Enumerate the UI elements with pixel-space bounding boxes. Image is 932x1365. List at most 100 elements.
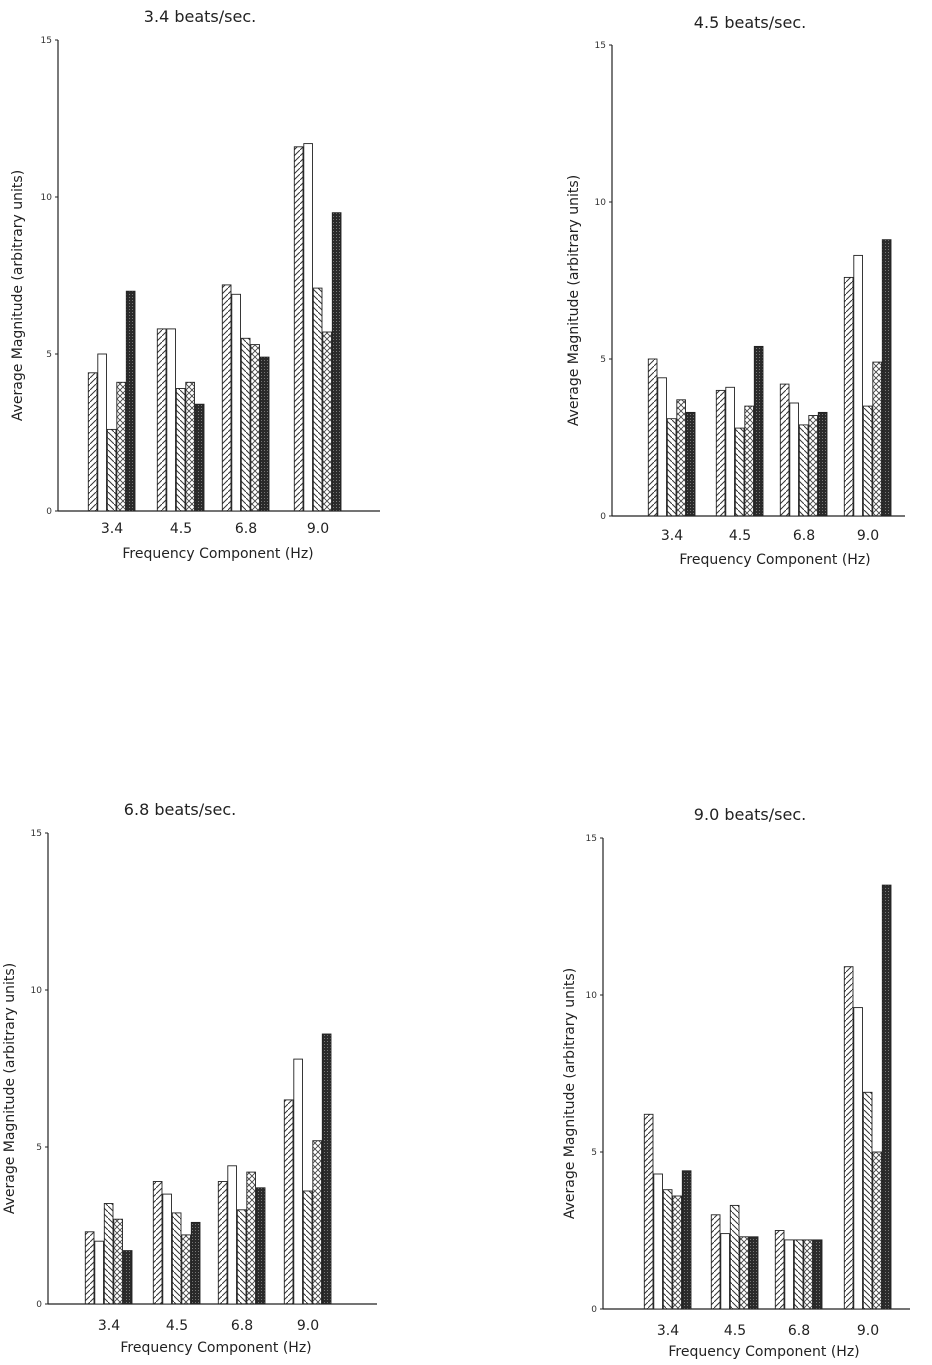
bar-4.5-series-4: [739, 1236, 749, 1310]
bar-3.4-series-1: [87, 372, 98, 512]
bar-6.8-series-5: [255, 1187, 266, 1305]
bar-4.5-series-2: [162, 1193, 172, 1305]
bar-4.5-series-5: [194, 403, 205, 512]
y-tick-label: 0: [36, 1300, 42, 1310]
bar-9.0-series-2: [853, 1007, 863, 1310]
bar-9.0-series-1: [843, 966, 854, 1310]
y-tick-label: 15: [586, 834, 597, 844]
bar-6.8-series-1: [217, 1181, 228, 1305]
x-axis-label: Frequency Component (Hz): [679, 552, 870, 568]
y-tick-label: 5: [591, 1148, 597, 1158]
x-tick-label: 9.0: [857, 1323, 879, 1339]
bar-6.8-series-4: [250, 344, 260, 512]
bar-6.8-series-4: [803, 1239, 813, 1310]
x-tick-label: 4.5: [166, 1318, 188, 1334]
chart-panel-2: 4.5 beats/sec. 0 5 10 15 Average Magnitude (a…: [566, 13, 905, 568]
bar-6.8-series-4: [246, 1171, 256, 1305]
chart-panel-3: 6.8 beats/sec. 0 5 10 15 Average Magnitude (a…: [2, 800, 377, 1356]
bar-3.4-series-4: [116, 381, 126, 512]
bar-4.5-series-3: [175, 388, 186, 512]
bar-4.5-series-2: [720, 1233, 730, 1310]
y-tick-label: 15: [31, 829, 42, 839]
bar-3.4-series-4: [672, 1195, 682, 1310]
bar-4.5-series-3: [171, 1212, 182, 1305]
bar-3.4-series-2: [97, 353, 107, 512]
bar-3.4-series-5: [125, 290, 136, 512]
y-axis-label: Average Magnitude (arbitrary units): [562, 968, 578, 1219]
bar-3.4-series-3: [106, 428, 117, 512]
y-tick-label: 10: [41, 193, 53, 203]
y-tick-label: 10: [595, 198, 607, 208]
y-axis-label: Average Magnitude (arbitrary units): [566, 175, 582, 426]
bar-6.8-series-1: [774, 1230, 785, 1310]
bar-4.5-series-5: [753, 345, 764, 517]
bar-9.0-series-1: [843, 276, 854, 517]
bar-6.8-series-3: [798, 424, 809, 517]
bar-6.8-series-3: [236, 1209, 247, 1305]
x-tick-label: 6.8: [788, 1323, 810, 1339]
bar-6.8-series-1: [779, 383, 790, 517]
x-tick-label: 9.0: [857, 528, 879, 544]
bar-3.4-series-1: [84, 1231, 95, 1305]
bar-4.5-series-2: [725, 386, 735, 517]
bar-6.8-series-3: [793, 1239, 804, 1310]
x-tick-label: 6.8: [793, 528, 815, 544]
bar-6.8-series-1: [221, 284, 232, 512]
x-axis-label: Frequency Component (Hz): [668, 1344, 859, 1360]
bar-4.5-series-4: [185, 381, 195, 512]
x-tick-label: 4.5: [724, 1323, 746, 1339]
y-axis-label: Average Magnitude (arbitrary units): [10, 170, 26, 421]
x-tick-label: 4.5: [170, 521, 192, 537]
y-tick-label: 15: [41, 36, 52, 46]
bar-3.4-series-5: [685, 411, 696, 517]
bar-9.0-series-5: [881, 239, 892, 517]
bar-6.8-series-2: [789, 402, 799, 517]
x-axis-label: Frequency Component (Hz): [120, 1340, 311, 1356]
y-tick-label: 5: [36, 1143, 42, 1153]
y-tick-label: 10: [586, 991, 598, 1001]
x-tick-label: 6.8: [231, 1318, 253, 1334]
chart-panel-1: 3.4 beats/sec. 0 5 10 15 Average Magnitude (a…: [10, 7, 380, 562]
bar-9.0-series-5: [321, 1033, 332, 1305]
bar-9.0-series-4: [872, 1151, 882, 1310]
bar-3.4-series-4: [676, 399, 686, 517]
x-tick-label: 3.4: [657, 1323, 679, 1339]
bar-3.4-series-1: [643, 1113, 654, 1310]
chart-title: 3.4 beats/sec.: [144, 7, 256, 26]
x-tick-label: 3.4: [661, 528, 683, 544]
bar-6.8-series-2: [227, 1165, 237, 1305]
bar-9.0-series-3: [312, 287, 323, 512]
bar-3.4-series-3: [103, 1203, 114, 1305]
bar-9.0-series-1: [283, 1099, 294, 1305]
bar-9.0-series-2: [853, 254, 863, 517]
y-tick-label: 0: [591, 1305, 597, 1315]
chart-title: 6.8 beats/sec.: [124, 800, 236, 819]
bar-6.8-series-5: [259, 356, 270, 512]
bar-4.5-series-5: [748, 1236, 759, 1310]
y-tick-label: 0: [600, 512, 606, 522]
x-tick-label: 9.0: [297, 1318, 319, 1334]
y-tick-label: 0: [46, 507, 52, 517]
bar-4.5-series-3: [734, 427, 745, 517]
x-tick-label: 6.8: [235, 521, 257, 537]
bar-3.4-series-1: [647, 358, 658, 517]
bar-9.0-series-2: [303, 143, 313, 512]
x-tick-label: 3.4: [98, 1318, 120, 1334]
y-tick-label: 5: [600, 355, 606, 365]
chart-title: 4.5 beats/sec.: [694, 13, 806, 32]
bar-9.0-series-3: [302, 1190, 313, 1305]
bar-4.5-series-5: [190, 1221, 201, 1305]
y-tick-label: 15: [595, 41, 606, 51]
bar-4.5-series-1: [715, 389, 726, 517]
bar-6.8-series-3: [240, 337, 251, 512]
bar-6.8-series-2: [784, 1239, 794, 1310]
bar-3.4-series-3: [662, 1189, 673, 1310]
bar-3.4-series-4: [113, 1218, 123, 1305]
y-tick-label: 10: [31, 986, 43, 996]
bar-4.5-series-1: [710, 1214, 721, 1310]
bar-3.4-series-5: [122, 1250, 133, 1305]
bar-9.0-series-1: [293, 146, 304, 512]
x-tick-label: 4.5: [729, 528, 751, 544]
x-tick-label: 3.4: [101, 521, 123, 537]
